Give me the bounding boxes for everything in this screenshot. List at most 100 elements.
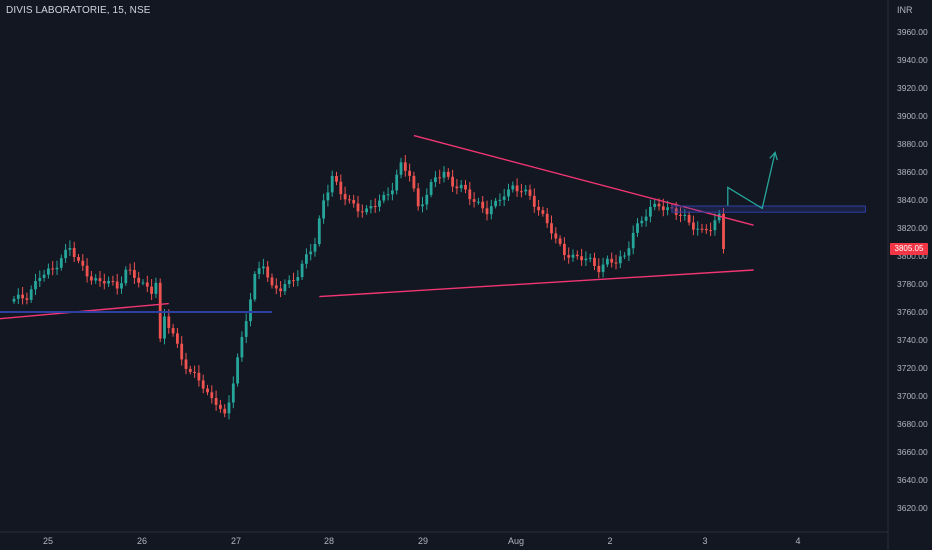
candle[interactable]	[124, 266, 128, 286]
candle[interactable]	[55, 260, 59, 275]
candle[interactable]	[137, 271, 141, 288]
candle[interactable]	[352, 194, 356, 208]
candle[interactable]	[606, 255, 609, 268]
candle[interactable]	[545, 207, 549, 228]
candle[interactable]	[184, 352, 188, 375]
trendline[interactable]	[413, 134, 754, 226]
candle[interactable]	[59, 254, 63, 271]
candle[interactable]	[653, 199, 657, 211]
candle[interactable]	[532, 188, 536, 213]
candle[interactable]	[360, 204, 364, 218]
candle[interactable]	[25, 292, 29, 305]
candle[interactable]	[262, 258, 265, 275]
candle[interactable]	[47, 263, 50, 279]
candle[interactable]	[188, 365, 192, 375]
candle[interactable]	[227, 395, 231, 420]
candle[interactable]	[206, 384, 209, 396]
candle[interactable]	[472, 192, 476, 208]
candle[interactable]	[68, 240, 72, 256]
candle[interactable]	[550, 215, 553, 240]
candle[interactable]	[610, 252, 614, 268]
candle[interactable]	[305, 248, 308, 269]
candle[interactable]	[636, 218, 639, 238]
candle[interactable]	[287, 275, 291, 288]
candle[interactable]	[644, 209, 648, 227]
candle[interactable]	[489, 199, 493, 220]
candle[interactable]	[386, 187, 390, 201]
candle[interactable]	[98, 271, 102, 287]
candle[interactable]	[459, 179, 463, 193]
candle[interactable]	[42, 269, 46, 282]
candle[interactable]	[563, 237, 566, 261]
candle[interactable]	[692, 215, 695, 236]
candle[interactable]	[593, 252, 596, 271]
candle[interactable]	[373, 198, 377, 213]
candle[interactable]	[722, 208, 725, 254]
candle[interactable]	[631, 225, 635, 255]
trendline[interactable]	[319, 269, 754, 298]
candle[interactable]	[369, 199, 373, 214]
candle[interactable]	[425, 188, 429, 210]
candle[interactable]	[77, 253, 80, 264]
candle[interactable]	[601, 257, 605, 278]
candle[interactable]	[85, 258, 89, 283]
candle[interactable]	[348, 194, 351, 204]
candle[interactable]	[524, 184, 528, 196]
candle[interactable]	[356, 195, 360, 218]
candle[interactable]	[197, 365, 201, 387]
candle[interactable]	[468, 181, 472, 206]
candle[interactable]	[12, 296, 16, 304]
candle[interactable]	[102, 273, 106, 290]
candle[interactable]	[580, 248, 583, 266]
candle[interactable]	[274, 278, 278, 295]
candle[interactable]	[507, 183, 510, 201]
candle[interactable]	[201, 374, 205, 394]
candle[interactable]	[416, 182, 420, 211]
candle[interactable]	[180, 336, 184, 366]
candle[interactable]	[679, 207, 682, 223]
candle[interactable]	[649, 199, 652, 223]
candle[interactable]	[253, 271, 257, 302]
candle[interactable]	[640, 216, 644, 227]
candle[interactable]	[339, 174, 343, 200]
candle[interactable]	[571, 249, 575, 262]
candle[interactable]	[309, 243, 313, 261]
candle[interactable]	[709, 222, 712, 237]
candle[interactable]	[292, 272, 295, 287]
candle[interactable]	[210, 385, 214, 404]
candle[interactable]	[171, 323, 175, 337]
candle[interactable]	[128, 263, 132, 275]
candle[interactable]	[485, 200, 489, 221]
candle[interactable]	[283, 279, 287, 295]
candle[interactable]	[537, 199, 540, 216]
candle[interactable]	[502, 188, 506, 207]
candle[interactable]	[141, 279, 145, 286]
candle[interactable]	[266, 260, 270, 282]
candle[interactable]	[223, 404, 227, 418]
candle[interactable]	[408, 163, 411, 182]
candle[interactable]	[154, 277, 158, 299]
candle[interactable]	[498, 193, 502, 206]
candle[interactable]	[382, 191, 386, 204]
candle[interactable]	[64, 243, 67, 263]
candle[interactable]	[236, 353, 239, 387]
candle[interactable]	[296, 270, 300, 287]
candle[interactable]	[72, 241, 76, 263]
candle[interactable]	[90, 271, 93, 285]
candle[interactable]	[520, 183, 523, 198]
candle[interactable]	[412, 171, 416, 192]
candle[interactable]	[81, 254, 85, 272]
candle[interactable]	[700, 223, 704, 233]
candle[interactable]	[38, 270, 42, 287]
candle[interactable]	[614, 254, 618, 270]
candle[interactable]	[94, 274, 98, 284]
candle[interactable]	[29, 285, 33, 303]
candle[interactable]	[477, 197, 480, 205]
candle[interactable]	[558, 235, 562, 247]
candle[interactable]	[399, 157, 403, 179]
candle[interactable]	[696, 221, 700, 236]
candle[interactable]	[133, 262, 136, 285]
candle[interactable]	[270, 273, 274, 289]
candle[interactable]	[326, 184, 330, 207]
candle[interactable]	[167, 309, 171, 334]
